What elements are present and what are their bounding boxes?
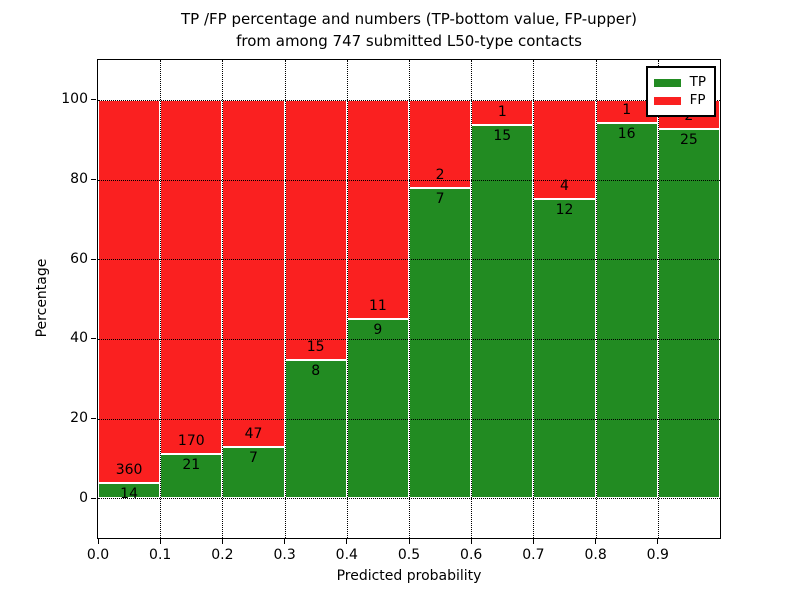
bar-tp-segment [160, 454, 223, 499]
y-tick-mark [91, 338, 96, 340]
fp-count-label: 360 [115, 462, 143, 479]
vertical-gridline [284, 60, 286, 538]
bar-tp-segment [471, 124, 534, 499]
tp-count-label: 9 [373, 321, 383, 338]
y-tick-label: 80 [70, 171, 88, 187]
y-tick-label: 60 [70, 250, 88, 267]
bar-tp-segment [409, 188, 472, 499]
horizontal-gridline [98, 418, 720, 420]
vertical-gridline [533, 60, 535, 538]
x-tick-mark [595, 539, 597, 544]
chart-title: TP /FP percentage and numbers (TP-bottom… [98, 8, 720, 52]
x-tick-label: 0.8 [584, 547, 607, 563]
bar-fp-segment [98, 99, 161, 484]
x-tick-label: 0.1 [149, 547, 172, 563]
bar-tp-segment [595, 123, 658, 499]
x-tick-label: 0.6 [460, 547, 483, 563]
y-tick-mark [91, 179, 96, 180]
y-tick-mark [91, 497, 96, 499]
bar-tp-segment [284, 359, 347, 499]
x-tick-label: 0.3 [273, 547, 296, 563]
tp-count-label: 25 [679, 132, 698, 149]
horizontal-gridline [98, 338, 720, 340]
fp-count-label: 47 [244, 425, 263, 442]
x-tick-mark [346, 539, 348, 544]
bar-fp-segment [222, 99, 285, 447]
chart-title-line2: from among 747 submitted L50-type contac… [236, 32, 582, 50]
fp-count-label: 11 [368, 297, 387, 314]
x-tick-mark [97, 539, 99, 544]
y-axis-label: Percentage [34, 258, 50, 338]
vertical-gridline [346, 60, 348, 538]
legend-entry-fp: FP [653, 92, 706, 108]
horizontal-gridline [98, 259, 720, 261]
horizontal-gridline [98, 179, 720, 181]
x-tick-mark [284, 539, 286, 544]
legend-entry-tp: TP [653, 74, 706, 90]
bar-tp-segment [533, 199, 596, 499]
horizontal-gridline [98, 99, 720, 101]
tp-count-label: 8 [311, 362, 321, 379]
legend-label: FP [689, 92, 706, 108]
x-tick-mark [408, 539, 410, 544]
x-tick-label: 0.4 [335, 547, 358, 563]
x-tick-label: 0.0 [86, 547, 110, 563]
bar-tp-segment [346, 318, 409, 499]
vertical-gridline [471, 60, 473, 538]
x-tick-mark [159, 539, 161, 544]
fp-count-label: 1 [622, 102, 632, 119]
bar-tp-segment [657, 129, 720, 499]
x-tick-label: 0.9 [646, 547, 669, 563]
fp-count-label: 15 [306, 338, 325, 355]
bar-fp-segment [409, 99, 472, 189]
y-tick-mark [91, 258, 96, 260]
vertical-gridline [409, 60, 410, 538]
x-tick-mark [657, 539, 659, 544]
x-tick-label: 0.5 [397, 547, 421, 563]
legend: TP FP [645, 66, 716, 117]
y-tick-label: 20 [70, 410, 88, 426]
vertical-gridline [657, 60, 659, 538]
bar-fp-segment [160, 99, 223, 455]
tp-count-label: 14 [120, 486, 139, 503]
chart-title-line1: TP /FP percentage and numbers (TP-bottom… [181, 10, 637, 28]
legend-label: TP [689, 74, 706, 90]
bar-tp-segment [98, 483, 161, 499]
fp-count-label: 170 [177, 433, 205, 450]
vertical-gridline [595, 60, 597, 538]
horizontal-gridline [98, 498, 720, 500]
x-tick-mark [470, 539, 472, 544]
x-axis-label: Predicted probability [336, 568, 482, 584]
tp-count-label: 21 [182, 457, 201, 474]
tp-swatch [653, 78, 681, 87]
x-tick-label: 0.2 [211, 547, 234, 563]
y-tick-label: 40 [70, 330, 88, 347]
tp-count-label: 15 [493, 127, 512, 144]
fp-count-label: 4 [560, 178, 569, 195]
fp-count-label: 1 [497, 103, 507, 120]
bar-fp-segment [284, 99, 347, 360]
bar-tp-segment [222, 446, 285, 499]
vertical-gridline [222, 60, 224, 538]
bar-fp-segment [346, 99, 409, 319]
y-tick-mark [91, 99, 96, 101]
tp-count-label: 12 [555, 202, 574, 219]
tp-count-label: 16 [617, 126, 636, 143]
x-tick-label: 0.7 [522, 547, 545, 563]
fp-swatch [653, 96, 681, 105]
y-tick-label: 100 [61, 91, 88, 108]
tp-count-label: 7 [249, 449, 258, 466]
fp-count-label: 2 [435, 167, 445, 184]
y-tick-mark [91, 418, 96, 419]
x-tick-mark [532, 539, 534, 544]
tp-count-label: 7 [435, 191, 445, 208]
x-tick-mark [221, 539, 223, 544]
vertical-gridline [160, 60, 162, 538]
y-tick-label: 0 [79, 489, 88, 506]
